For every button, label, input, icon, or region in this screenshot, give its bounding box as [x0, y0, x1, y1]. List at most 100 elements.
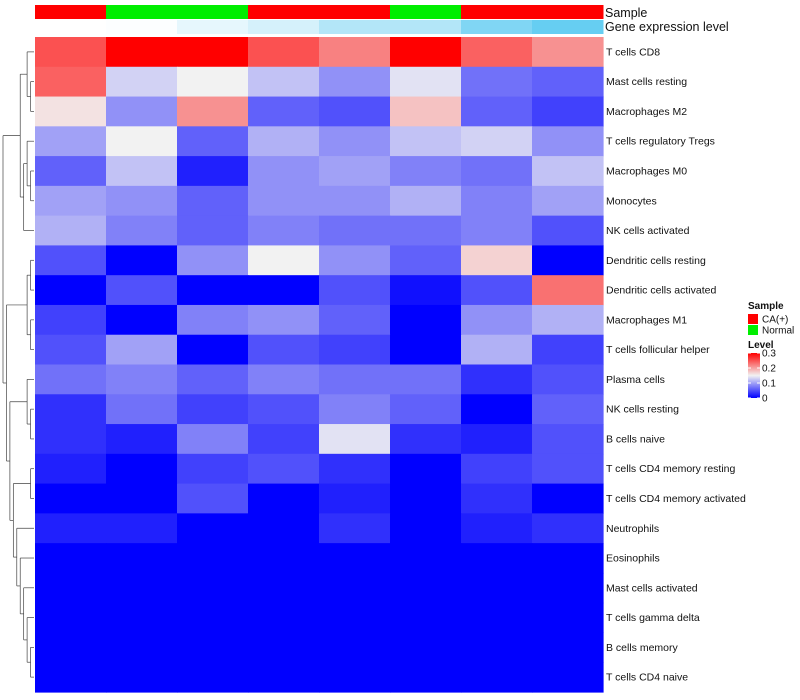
heatmap-cell — [35, 334, 107, 366]
heatmap-cell — [319, 453, 391, 485]
row-label: Dendritic cells activated — [606, 285, 716, 297]
heatmap-cell — [35, 513, 107, 544]
legend-swatch — [748, 325, 758, 335]
heatmap-cell — [532, 543, 604, 574]
heatmap-cell — [390, 453, 462, 485]
heatmap-cell — [319, 156, 391, 187]
heatmap-cell — [248, 215, 320, 247]
row-label: B cells naive — [606, 433, 665, 445]
heatmap-cell — [248, 364, 320, 395]
heatmap-cell — [35, 364, 107, 395]
heatmap-cell — [35, 215, 107, 247]
heatmap-cell — [461, 304, 533, 336]
heatmap-cell — [461, 483, 533, 514]
heatmap-cell — [177, 424, 249, 455]
heatmap-cell — [390, 96, 462, 127]
heatmap-cell — [35, 424, 107, 455]
gene-annotation-cell — [248, 20, 320, 34]
heatmap-cell — [461, 632, 533, 663]
heatmap-cell — [390, 185, 462, 217]
gene-annotation-cell — [35, 20, 107, 34]
heatmap-cell — [319, 483, 391, 514]
row-label: T cells CD4 memory resting — [606, 463, 735, 475]
heatmap-cell — [106, 96, 178, 127]
heatmap-cell — [248, 126, 320, 157]
heatmap-cell — [532, 572, 604, 604]
heatmap-cell — [390, 543, 462, 574]
heatmap-cell — [532, 96, 604, 127]
row-dendrogram — [2, 51, 34, 678]
heatmap-cell — [35, 156, 107, 187]
row-label: B cells memory — [606, 642, 679, 654]
heatmap-cell — [532, 424, 604, 455]
heatmap-cell — [532, 364, 604, 395]
row-label: Plasma cells — [606, 374, 665, 386]
heatmap-cell — [319, 304, 391, 336]
row-labels: T cells CD8 Mast cells resting Macrophages… — [606, 46, 746, 683]
heatmap-cell — [461, 424, 533, 455]
heatmap-cell — [461, 275, 533, 306]
heatmap-cell — [177, 662, 249, 693]
heatmap-cell — [319, 662, 391, 693]
heatmap-cell — [248, 96, 320, 127]
row-label: T cells CD4 memory activated — [606, 493, 746, 505]
heatmap-cell — [390, 572, 462, 604]
heatmap-cell — [177, 602, 249, 634]
legend-sample-label: Normal — [762, 326, 794, 337]
heatmap-cell — [35, 126, 107, 157]
heatmap-cell — [35, 275, 107, 306]
heatmap-cell — [248, 275, 320, 306]
heatmap-cell — [35, 572, 107, 604]
row-label: T cells CD8 — [606, 46, 660, 58]
heatmap-cell — [319, 543, 391, 574]
heatmap-cell — [106, 37, 178, 68]
heatmap-cell — [35, 543, 107, 574]
heatmap-cell — [461, 126, 533, 157]
heatmap-cell — [461, 543, 533, 574]
heatmap-cell — [35, 185, 107, 217]
heatmap-cell — [319, 572, 391, 604]
heatmap-cell — [248, 245, 320, 276]
legend-sample-entries: CA(+)Normal — [748, 314, 794, 337]
heatmap-cell — [319, 275, 391, 306]
heatmap-cell — [248, 334, 320, 366]
row-label: Macrophages M1 — [606, 314, 687, 326]
gene-annotation-cell — [177, 20, 249, 34]
heatmap-cell — [319, 364, 391, 395]
heatmap-cell — [177, 394, 249, 425]
heatmap-cell — [390, 304, 462, 336]
heatmap-cell — [532, 245, 604, 276]
heatmap-cell — [106, 66, 178, 98]
heatmap-cell — [177, 66, 249, 98]
row-label: Dendritic cells resting — [606, 255, 706, 267]
row-label: Monocytes — [606, 195, 657, 207]
sample-annotation-cell — [461, 5, 533, 19]
legend-sample-title: Sample — [748, 301, 784, 312]
legend-level-tick-label: 0.1 — [762, 379, 776, 390]
heatmap-cell — [532, 215, 604, 247]
sample-annotation-bar — [35, 5, 604, 20]
heatmap-cell — [35, 662, 107, 693]
heatmap-cell — [106, 185, 178, 217]
row-label: Mast cells resting — [606, 76, 687, 88]
heatmap-cell — [532, 453, 604, 485]
heatmap-cell — [106, 215, 178, 247]
heatmap-cell — [390, 334, 462, 366]
row-label: Eosinophils — [606, 553, 660, 565]
heatmap-cell — [532, 185, 604, 217]
heatmap-cell — [461, 156, 533, 187]
heatmap-cell — [461, 453, 533, 485]
heatmap-cell — [461, 96, 533, 127]
heatmap-cell — [248, 602, 320, 634]
heatmap-cell — [35, 483, 107, 514]
heatmap-cell — [106, 364, 178, 395]
heatmap-cell — [319, 215, 391, 247]
sample-annotation-label: Sample — [605, 6, 647, 20]
sample-annotation-cell — [319, 5, 391, 19]
heatmap-cell — [106, 632, 178, 663]
legend-level-tick-label: 0 — [762, 394, 768, 405]
legend-level-tick-label: 0.3 — [762, 349, 776, 360]
heatmap-cell — [35, 96, 107, 127]
heatmap-cell — [319, 513, 391, 544]
heatmap-cell — [461, 334, 533, 366]
